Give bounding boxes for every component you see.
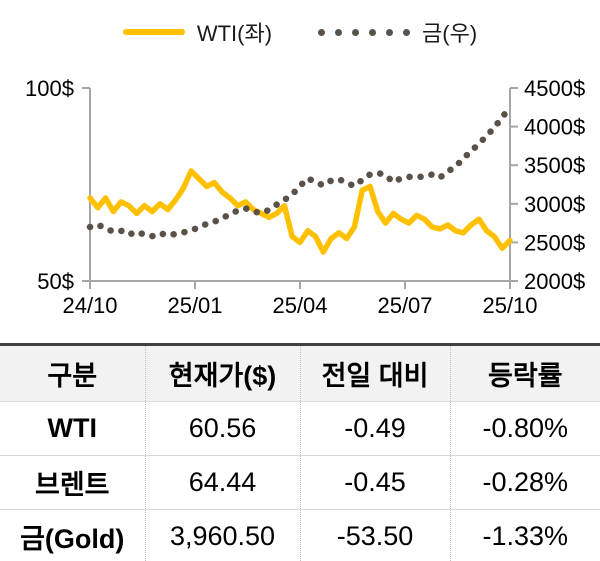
brent-price: 64.44 [144, 455, 300, 510]
col-header-price: 현재가($) [144, 344, 300, 402]
col-header-change: 전일 대비 [299, 344, 450, 402]
table-row-gold: 금(Gold) 3,960.50 -53.50 -1.33% [0, 509, 600, 561]
gold-change: -53.50 [299, 509, 450, 561]
wti-pct: -0.80% [449, 401, 600, 456]
x-axis-tick-label: 25/07 [377, 293, 432, 318]
right-axis-tick-label: 2500$ [524, 230, 585, 255]
gold-dots-swatch [318, 28, 411, 36]
right-axis-tick-label: 4500$ [524, 76, 585, 101]
x-axis-tick-label: 25/04 [272, 293, 327, 318]
table-header-row: 구분 현재가($) 전일 대비 등락률 [0, 344, 600, 402]
gold-price: 3,960.50 [144, 509, 300, 561]
col-header-pct: 등락률 [449, 344, 600, 402]
x-axis-tick-label: 25/10 [482, 293, 537, 318]
quote-table: 구분 현재가($) 전일 대비 등락률 WTI 60.56 -0.49 -0.8… [0, 343, 600, 561]
gold-series-line [86, 104, 514, 240]
price-chart: 100$ 50$ 4500$ 4000$ 3500$ 3000$ 2500$ 2000$ 24/… [25, 76, 585, 318]
table-row-wti: WTI 60.56 -0.49 -0.80% [0, 401, 600, 456]
row-name-gold: 금(Gold) [0, 509, 145, 561]
wti-price: 60.56 [144, 401, 300, 456]
wti-series-line [87, 168, 513, 255]
chart-legend: WTI(좌) 금(우) [0, 0, 600, 46]
right-axis-tick-label: 2000$ [524, 269, 585, 294]
chart-area: 100$ 50$ 4500$ 4000$ 3500$ 3000$ 2500$ 2000$ 24/… [0, 58, 600, 325]
wti-line-swatch [122, 29, 185, 35]
left-axis-tick-label: 100$ [25, 76, 74, 101]
brent-pct: -0.28% [449, 455, 600, 510]
legend-item-gold: 금(우) [318, 16, 477, 48]
row-name-wti: WTI [0, 401, 145, 456]
legend-label-wti: WTI(좌) [196, 21, 273, 46]
col-header-category: 구분 [0, 344, 145, 402]
left-axis-tick-label: 50$ [37, 269, 74, 294]
wti-change: -0.49 [299, 401, 450, 456]
x-axis-tick-label: 25/01 [167, 293, 222, 318]
table-row-brent: 브렌트 64.44 -0.45 -0.28% [0, 455, 600, 510]
legend-item-wti: WTI(좌) [122, 16, 273, 48]
right-axis-tick-label: 3000$ [524, 192, 585, 217]
right-axis-tick-label: 3500$ [524, 153, 585, 178]
row-name-brent: 브렌트 [0, 455, 145, 510]
legend-label-gold: 금(우) [422, 21, 478, 46]
right-axis-tick-label: 4000$ [524, 115, 585, 140]
gold-pct: -1.33% [449, 509, 600, 561]
x-axis-tick-label: 24/10 [62, 293, 117, 318]
brent-change: -0.45 [299, 455, 450, 510]
